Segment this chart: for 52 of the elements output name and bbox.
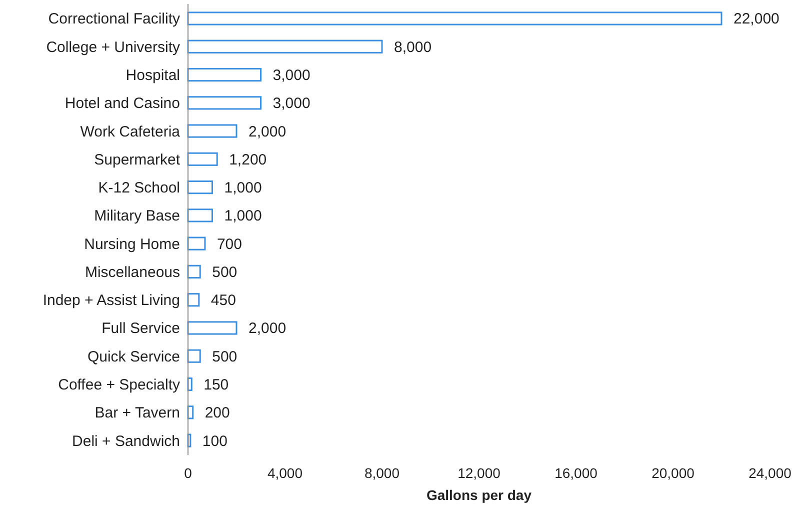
data-label: 1,200	[229, 151, 267, 168]
x-tick-label: 12,000	[458, 464, 501, 481]
data-label: 700	[216, 236, 242, 253]
y-tick-label: K-12 School	[98, 180, 180, 197]
bar	[187, 349, 201, 363]
data-label: 1,000	[224, 180, 262, 197]
y-tick-label: Correctional Facility	[48, 10, 180, 28]
x-tick-label: 24,000	[748, 464, 792, 481]
y-tick-label: Bar + Tavern	[94, 404, 180, 422]
y-tick-label: Indep + Assist Living	[42, 292, 180, 310]
bar	[187, 321, 238, 335]
data-label: 100	[202, 432, 228, 450]
x-tick-label: 0	[184, 464, 192, 481]
x-tick-label: 8,000	[364, 464, 400, 481]
y-tick-label: Work Cafeteria	[80, 123, 181, 140]
data-label: 1,000	[224, 208, 262, 225]
y-tick-label: Supermarket	[94, 151, 181, 168]
data-label: 450	[210, 292, 236, 310]
y-tick-label: Quick Service	[87, 348, 180, 366]
bar	[187, 180, 213, 194]
data-label: 22,000	[734, 10, 780, 28]
x-tick-label: 4,000	[267, 464, 303, 481]
data-label: 150	[204, 376, 229, 394]
bar	[187, 40, 383, 54]
data-label: 3,000	[272, 95, 310, 112]
bar	[187, 236, 206, 250]
bar	[187, 12, 722, 26]
x-tick-label: 16,000	[554, 464, 598, 481]
y-tick-label: College + University	[46, 38, 180, 56]
data-label: 3,000	[272, 67, 310, 84]
bar	[187, 68, 262, 82]
y-tick-label: Miscellaneous	[84, 264, 180, 281]
y-tick-label: Military Base	[94, 208, 180, 225]
y-tick-label: Hospital	[126, 67, 180, 84]
data-label: 8,000	[394, 38, 432, 56]
bar	[187, 124, 238, 138]
x-axis-title: Gallons per day	[426, 487, 532, 503]
data-label: 2,000	[248, 320, 286, 338]
y-tick-label: Hotel and Casino	[64, 95, 180, 112]
bar	[187, 208, 213, 222]
bar	[187, 264, 201, 278]
y-tick-label: Coffee + Specialty	[58, 376, 180, 394]
data-label: 500	[212, 264, 238, 281]
y-tick-label: Nursing Home	[84, 236, 180, 253]
bar	[187, 96, 262, 110]
x-tick-label: 20,000	[652, 464, 695, 481]
y-tick-label: Full Service	[102, 320, 180, 338]
data-label: 2,000	[248, 123, 286, 140]
data-label: 500	[212, 348, 238, 366]
data-label: 200	[204, 404, 230, 422]
y-tick-label: Deli + Sandwich	[72, 432, 180, 450]
bar	[187, 152, 218, 166]
